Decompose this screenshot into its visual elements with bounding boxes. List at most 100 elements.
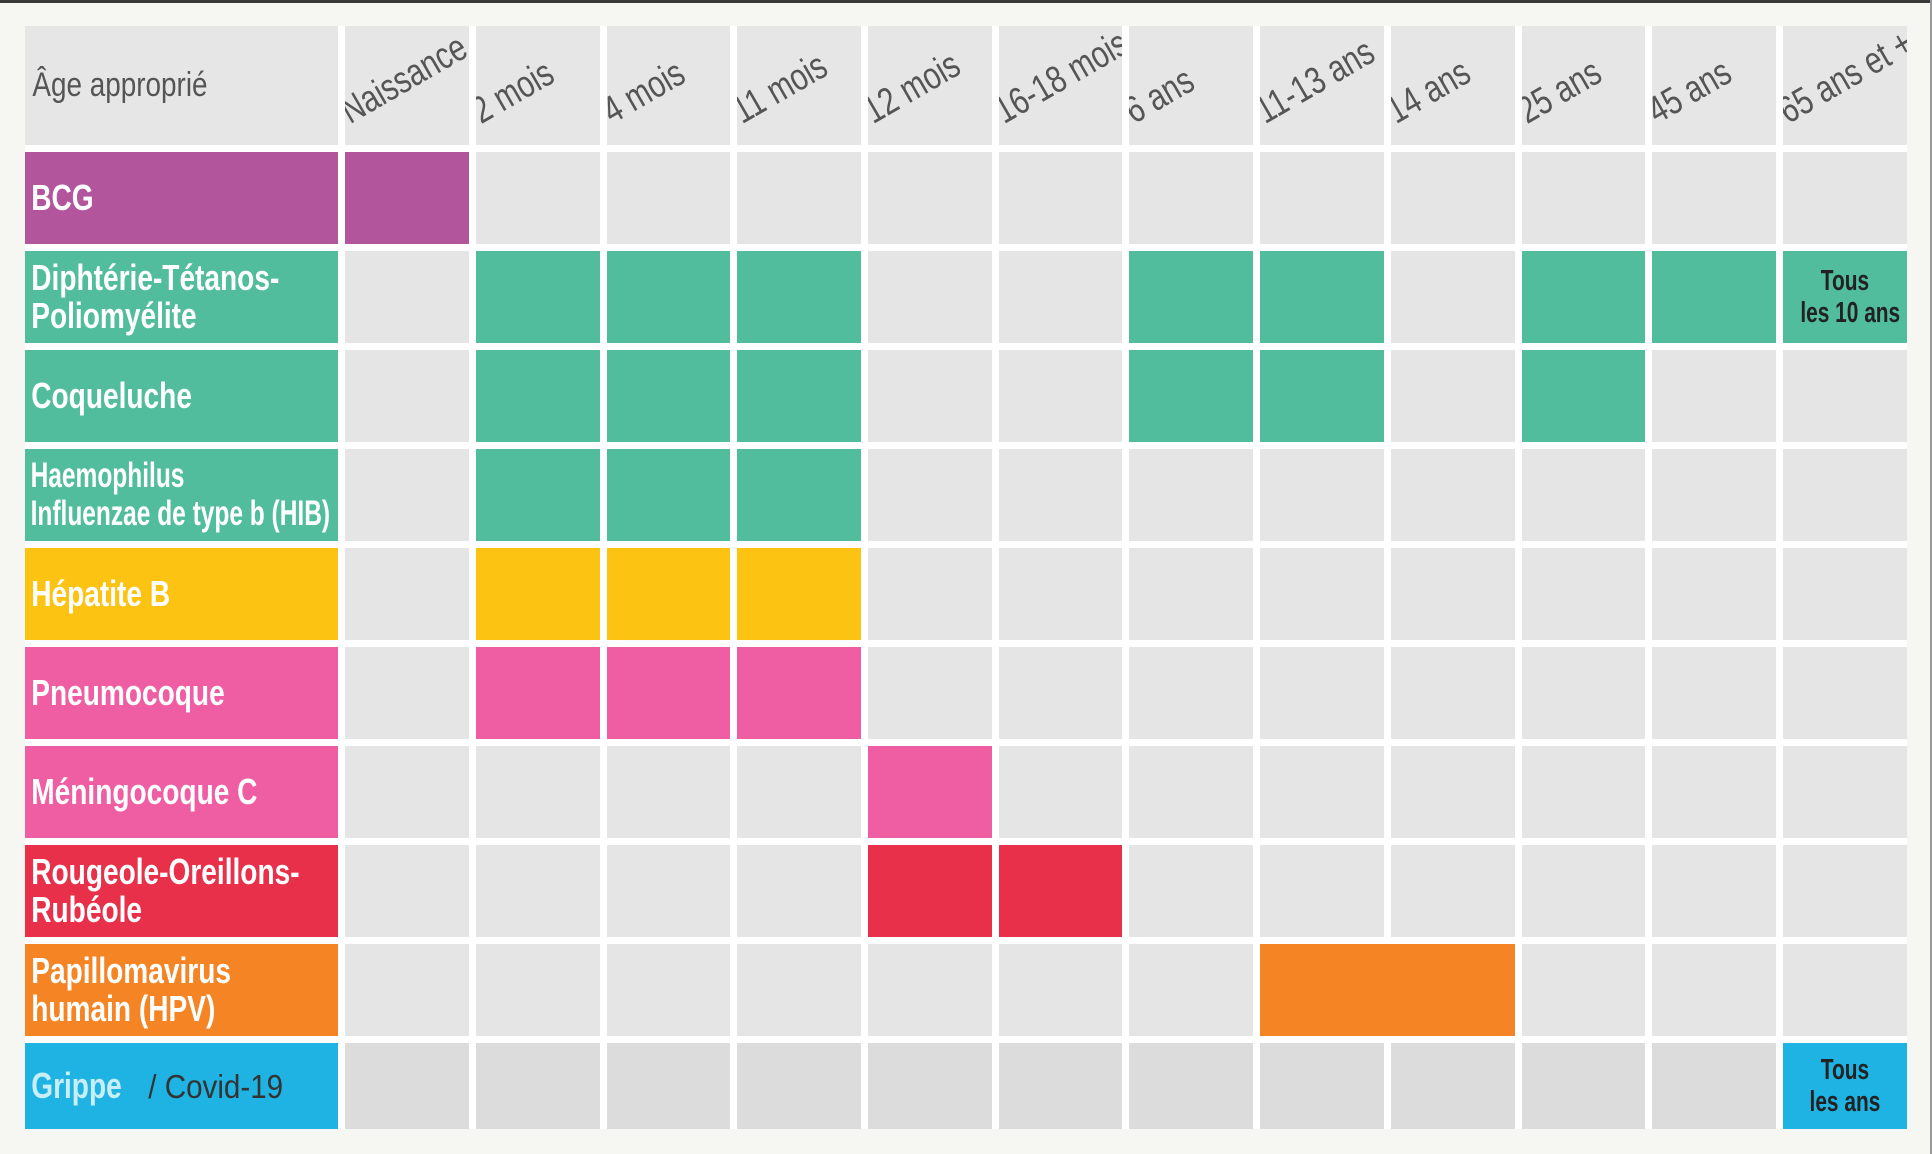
empty-cell <box>1521 449 1646 541</box>
dose-cell <box>1521 251 1646 343</box>
empty-cell <box>1390 647 1515 739</box>
corner-label: Âge approprié <box>25 26 339 145</box>
empty-cell <box>998 944 1123 1036</box>
vaccine-label: Rougeole-Oreillons- Rubéole <box>25 845 339 937</box>
vaccine-name: Grippe / Covid-19 <box>31 1064 284 1106</box>
vaccination-schedule: Âge approprié Naissance 2 mois 4 mois 11 mo… <box>25 26 1907 1129</box>
dose-cell <box>606 251 731 343</box>
empty-cell <box>868 1043 992 1129</box>
vaccine-row: Hépatite B <box>25 548 1907 640</box>
age-header-label: 12 mois <box>868 43 968 133</box>
empty-cell <box>1390 449 1515 541</box>
empty-cell <box>1390 1043 1515 1129</box>
empty-cell <box>1260 845 1384 937</box>
empty-cell <box>1652 647 1777 739</box>
empty-cell <box>737 746 861 838</box>
empty-cell <box>998 251 1123 343</box>
empty-cell <box>1652 350 1777 442</box>
schedule-note-text: les ans <box>1809 1086 1881 1118</box>
vaccine-label: Hépatite B <box>25 548 339 640</box>
top-border <box>0 0 1932 3</box>
empty-cell <box>737 944 861 1036</box>
empty-cell <box>1521 746 1646 838</box>
empty-cell <box>475 746 600 838</box>
dose-cell <box>868 845 992 937</box>
empty-cell <box>345 944 469 1036</box>
vaccine-label: Papillomavirus humain (HPV) <box>25 944 339 1036</box>
age-header: 2 mois <box>475 26 600 145</box>
empty-cell <box>606 845 731 937</box>
vaccine-label: BCG <box>25 152 339 244</box>
empty-cell <box>1652 746 1777 838</box>
schedule-note-text: Tous <box>1820 1054 1870 1086</box>
dose-cell <box>737 647 861 739</box>
empty-cell <box>1390 746 1515 838</box>
empty-cell <box>998 647 1123 739</box>
dose-cell <box>1129 251 1254 343</box>
empty-cell <box>475 845 600 937</box>
schedule-note: Tous les 10 ans <box>1783 251 1907 343</box>
empty-cell <box>998 152 1123 244</box>
age-header: 16-18 mois <box>998 26 1123 145</box>
dose-cell <box>998 845 1123 937</box>
vaccine-label: Méningocoque C <box>25 746 339 838</box>
vaccine-name-suffix: / Covid-19 <box>148 1067 284 1105</box>
empty-cell <box>1521 845 1646 937</box>
empty-cell <box>1260 449 1384 541</box>
empty-cell <box>1390 548 1515 640</box>
age-header-label: 2 mois <box>475 52 561 133</box>
vaccine-name: Papillomavirus <box>31 950 232 991</box>
empty-cell <box>998 350 1123 442</box>
empty-cell <box>1783 548 1907 640</box>
vaccine-name: BCG <box>31 177 94 218</box>
vaccine-name: Poliomyélite <box>31 295 197 336</box>
age-header-label: 4 mois <box>606 52 692 133</box>
empty-cell <box>1260 548 1384 640</box>
age-header: 45 ans <box>1652 26 1777 145</box>
vaccine-name: Influenzae de type b (HIB) <box>30 494 331 533</box>
vaccine-row: Méningocoque C <box>25 746 1907 838</box>
vaccine-label: Diphtérie-Tétanos- Poliomyélite <box>25 251 339 343</box>
age-header-label: 11 mois <box>737 44 835 133</box>
empty-cell <box>345 845 469 937</box>
empty-cell <box>345 449 469 541</box>
age-header: 4 mois <box>606 26 731 145</box>
vaccine-name: Rubéole <box>31 889 143 930</box>
empty-cell <box>1652 845 1777 937</box>
vaccine-label: Grippe / Covid-19 <box>25 1043 339 1129</box>
empty-cell <box>606 944 731 1036</box>
empty-cell <box>1260 647 1384 739</box>
dose-cell <box>1129 350 1254 442</box>
empty-cell <box>345 647 469 739</box>
dose-cell <box>1260 944 1515 1036</box>
vaccine-row: Coqueluche <box>25 350 1907 442</box>
schedule-table: Âge approprié Naissance 2 mois 4 mois 11 mo… <box>25 26 1907 1129</box>
dose-cell <box>737 548 861 640</box>
empty-cell <box>737 845 861 937</box>
empty-cell <box>1652 944 1777 1036</box>
dose-cell <box>737 251 861 343</box>
age-header: Naissance <box>345 26 469 145</box>
age-header-label: 11-13 ans <box>1260 30 1382 133</box>
vaccine-label: Haemophilus Influenzae de type b (HIB) <box>25 449 339 541</box>
empty-cell <box>1783 944 1907 1036</box>
empty-cell <box>1652 449 1777 541</box>
dose-cell <box>475 647 600 739</box>
dose-cell <box>1260 251 1384 343</box>
dose-cell <box>345 152 469 244</box>
age-header-label: 65 ans et + <box>1783 26 1907 133</box>
empty-cell <box>1129 845 1254 937</box>
empty-cell <box>868 944 992 1036</box>
vaccine-name: Pneumocoque <box>31 672 225 713</box>
age-header-label: 6 ans <box>1129 59 1202 133</box>
empty-cell <box>606 1043 731 1129</box>
dose-cell <box>737 350 861 442</box>
age-header-label: 14 ans <box>1390 51 1478 133</box>
empty-cell <box>1129 1043 1254 1129</box>
schedule-note: Tous les ans <box>1783 1043 1907 1129</box>
empty-cell <box>1260 1043 1384 1129</box>
dose-cell <box>1652 251 1777 343</box>
empty-cell <box>868 548 992 640</box>
vaccine-row: Rougeole-Oreillons- Rubéole <box>25 845 1907 937</box>
empty-cell <box>1521 548 1646 640</box>
